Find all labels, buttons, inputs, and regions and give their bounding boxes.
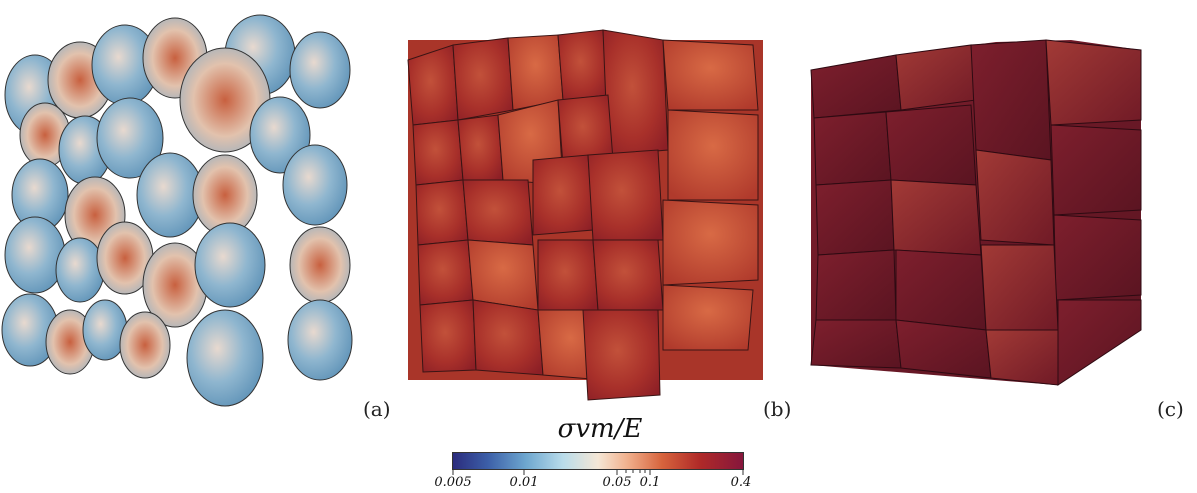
panel-b-granular-packing (398, 0, 798, 430)
panel-b-image (407, 29, 763, 401)
colorbar-tick-label: 0.005 (434, 475, 472, 490)
panel-c-image (810, 39, 1142, 386)
panel-a-granular-packing (0, 0, 400, 430)
panel-c-granular-packing (796, 0, 1196, 430)
colorbar-tick-label: 0.1 (639, 475, 661, 490)
panel-c-label: (c) (1157, 397, 1184, 421)
colorbar-title: σvm/E (557, 414, 643, 444)
colorbar-tick-marks (452, 469, 744, 475)
panel-b-label: (b) (763, 397, 792, 421)
colorbar-tick-label: 0.01 (509, 475, 539, 490)
panel-a-image (1, 14, 353, 407)
colorbar (452, 452, 744, 470)
colorbar-tick-label: 0.05 (602, 475, 632, 490)
panel-a-label: (a) (363, 397, 391, 421)
colorbar-tick-label: 0.4 (730, 475, 752, 490)
